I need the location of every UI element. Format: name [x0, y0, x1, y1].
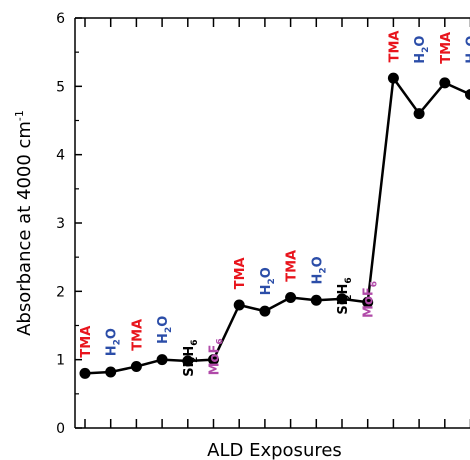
data-point [208, 354, 219, 366]
data-point [105, 366, 117, 378]
exposure-label-h2o: H2O [413, 36, 431, 64]
exposure-label-tma: TMA [439, 32, 454, 64]
exposure-label-part: 2 [318, 267, 328, 273]
exposure-label-part: 2 [113, 339, 123, 345]
y-tick-label: 4 [56, 148, 65, 164]
exposure-label-part: TMA [439, 32, 454, 64]
exposure-label-part: 6 [190, 340, 200, 346]
exposure-label-part: H [105, 345, 120, 356]
y-axis-title-superscript: -1 [13, 110, 26, 121]
exposure-label-part: 6 [370, 281, 380, 287]
exposure-label-h2o: H2O [105, 328, 123, 356]
data-point [259, 305, 271, 317]
x-axis-title: ALD Exposures [207, 440, 342, 460]
y-tick-label: 2 [56, 284, 65, 300]
exposure-label-part: MoF [208, 345, 223, 376]
data-point [156, 354, 168, 366]
y-tick-label: 3 [56, 216, 65, 232]
exposure-label-h2o: H2O [465, 36, 470, 64]
exposure-label-part: O [413, 36, 428, 47]
exposure-label-part: TMA [285, 250, 300, 282]
exposure-label-part: 2 [190, 357, 200, 363]
y-axis-title: Absorbance at 4000 cm-1 [13, 110, 35, 336]
exposure-label-part: H [310, 274, 325, 285]
exposure-label-part: Si [182, 363, 197, 377]
exposure-label-part: 2 [267, 278, 277, 284]
exposure-label-mof6: MoF6 [208, 338, 226, 375]
exposure-label-tma: TMA [285, 250, 300, 282]
y-tick-label: 0 [56, 421, 65, 437]
exposure-label-si2h6: Si2H6 [336, 277, 354, 314]
exposure-label-part: H [182, 346, 197, 357]
exposure-label-part: H [413, 53, 428, 64]
exposure-label-part: 6 [216, 338, 226, 344]
exposure-label-part: TMA [79, 326, 94, 358]
data-point [465, 89, 470, 101]
data-point [362, 296, 374, 308]
data-point [182, 355, 194, 367]
exposure-label-part: 2 [344, 294, 354, 300]
exposure-label-part: H [259, 285, 274, 296]
data-point [387, 72, 399, 84]
data-point [413, 108, 425, 120]
exposure-label-part: 6 [344, 277, 354, 283]
exposure-label-tma: TMA [233, 257, 248, 289]
y-axis-title-main: Absorbance at 4000 cm [14, 121, 35, 336]
exposure-label-part: Si [336, 301, 351, 315]
data-point [233, 299, 245, 311]
exposure-label-part: TMA [130, 319, 145, 351]
exposure-label-tma: TMA [79, 326, 94, 358]
data-point [79, 367, 91, 379]
exposure-label-tma: TMA [387, 31, 402, 63]
exposure-label-h2o: H2O [310, 256, 328, 284]
exposure-label-part: MoF [362, 287, 377, 318]
exposure-label-part: O [156, 316, 171, 327]
ticks: 0 1 2 3 4 5 6 [56, 11, 470, 437]
exposure-label-part: TMA [387, 31, 402, 63]
exposure-label-si2h6: Si2H6 [182, 340, 200, 377]
exposure-label-part: 2 [421, 47, 431, 53]
exposure-label-part: H [156, 333, 171, 344]
exposure-label-part: O [105, 328, 120, 339]
exposure-label-part: O [259, 267, 274, 278]
y-tick-label: 6 [56, 11, 65, 27]
exposure-label-part: H [465, 53, 470, 64]
data-point [439, 77, 451, 89]
exposure-label-part: H [336, 284, 351, 295]
exposure-label-part: TMA [233, 257, 248, 289]
y-tick-label: 5 [56, 79, 65, 95]
exposure-label-part: O [465, 36, 470, 47]
exposure-label-part: 2 [164, 327, 174, 333]
data-point [130, 361, 142, 372]
exposure-label-mof6: MoF6 [362, 281, 380, 318]
exposure-label-h2o: H2O [156, 316, 174, 344]
data-point [285, 291, 297, 303]
series [79, 72, 470, 379]
exposure-label-h2o: H2O [259, 267, 277, 295]
y-tick-label: 1 [56, 353, 65, 369]
exposure-label-part: O [310, 256, 325, 267]
data-point [336, 293, 348, 305]
exposure-label-tma: TMA [130, 319, 145, 351]
data-point [310, 294, 322, 306]
